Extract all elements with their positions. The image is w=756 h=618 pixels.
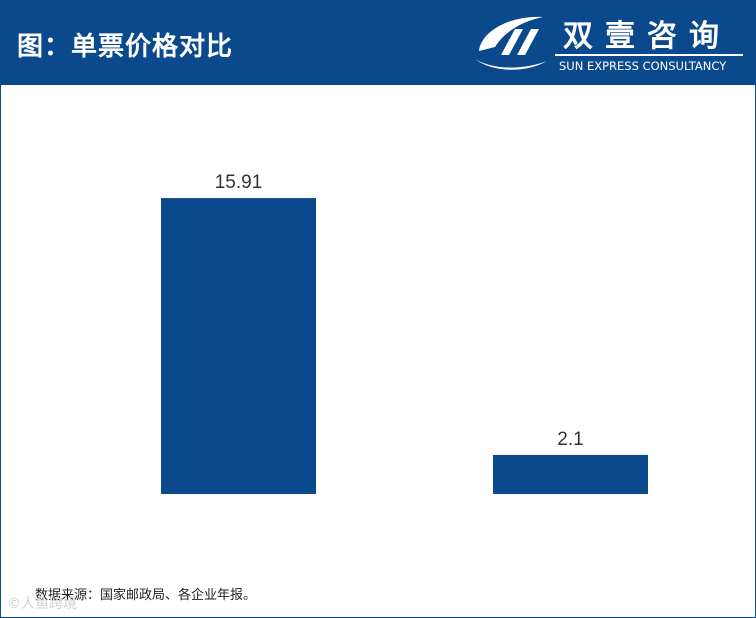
bar-chart-plot: 15.91 2.1 — [161, 172, 648, 494]
brand-logo: 双壹咨询 SUN EXPRESS CONSULTANCY — [467, 5, 751, 79]
header-bar: 图：单票价格对比 双壹咨询 SUN EXPRESS CONSULTANCY — [1, 1, 755, 85]
brand-name-en: SUN EXPRESS CONSULTANCY — [559, 59, 727, 73]
brand-divider — [555, 54, 743, 56]
bar-2 — [493, 454, 648, 494]
data-source-note: 数据来源：国家邮政局、各企业年报。 — [35, 588, 257, 603]
watermark: ©人鱼跨境 — [7, 596, 77, 612]
bar-value-label-2: 2.1 — [557, 429, 583, 450]
swoosh-logo-icon — [475, 16, 547, 70]
bar-1 — [161, 198, 316, 494]
brand-name-cn: 双壹咨询 — [563, 19, 731, 54]
bar-value-label-1: 15.91 — [215, 172, 263, 193]
chart-title: 图：单票价格对比 — [17, 32, 234, 62]
